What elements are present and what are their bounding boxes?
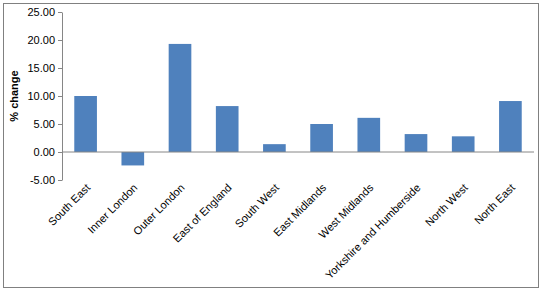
bar [310,124,333,152]
x-tick-label: Yorkshire and Humberside [323,181,423,281]
bars [74,44,521,166]
x-tick: North West [423,181,470,228]
y-tick: -5.00 [30,174,62,186]
y-axis: -5.00 0.00 5.00 10.00 15.00 20.00 25.00 [27,6,62,186]
y-tick-mark [58,40,62,41]
x-tick: North East [472,181,517,226]
y-tick: 0.00 [34,146,62,158]
y-tick: 25.00 [27,6,62,18]
bar [499,101,522,152]
bar [216,106,239,152]
plot: -5.00 0.00 5.00 10.00 15.00 20.00 25.00 South E… [27,6,534,281]
x-tick: South West [232,181,281,230]
x-tick-label: South East [46,181,93,228]
x-tick: Yorkshire and Humberside [323,181,423,281]
bar [452,136,475,152]
bar [405,134,428,152]
x-tick: South East [46,181,93,228]
chart: -5.00 0.00 5.00 10.00 15.00 20.00 25.00 South E… [0,0,542,291]
y-tick-mark [58,180,62,181]
y-tick-label: 0.00 [34,146,55,158]
y-tick-label: -5.00 [30,174,55,186]
y-tick-mark [58,12,62,13]
y-tick-label: 10.00 [27,90,55,102]
x-tick-label: South West [232,181,281,230]
y-tick-label: 15.00 [27,62,55,74]
x-tick-label: North East [472,181,517,226]
bar [357,118,380,152]
chart-frame [4,4,539,288]
y-tick-mark [58,124,62,125]
y-tick: 10.00 [27,90,62,102]
y-tick-mark [58,152,62,153]
bar [263,144,286,152]
y-tick-mark [58,68,62,69]
x-tick: East of England [170,181,233,244]
y-tick-label: 5.00 [34,118,55,130]
y-tick: 20.00 [27,34,62,46]
x-tick-label: East of England [170,181,233,244]
x-tick-label: North West [423,181,470,228]
category-axis-line [62,152,534,153]
y-axis-title: % change [8,70,20,121]
x-axis: South EastInner LondonOuter LondonEast o… [46,181,517,281]
y-tick-label: 20.00 [27,34,55,46]
bar [169,44,192,152]
y-tick-label: 25.00 [27,6,55,18]
y-axis-line [62,13,63,181]
bar [121,152,144,165]
y-tick: 5.00 [34,118,62,130]
y-tick-mark [58,96,62,97]
y-tick: 15.00 [27,62,62,74]
bar [74,96,97,152]
